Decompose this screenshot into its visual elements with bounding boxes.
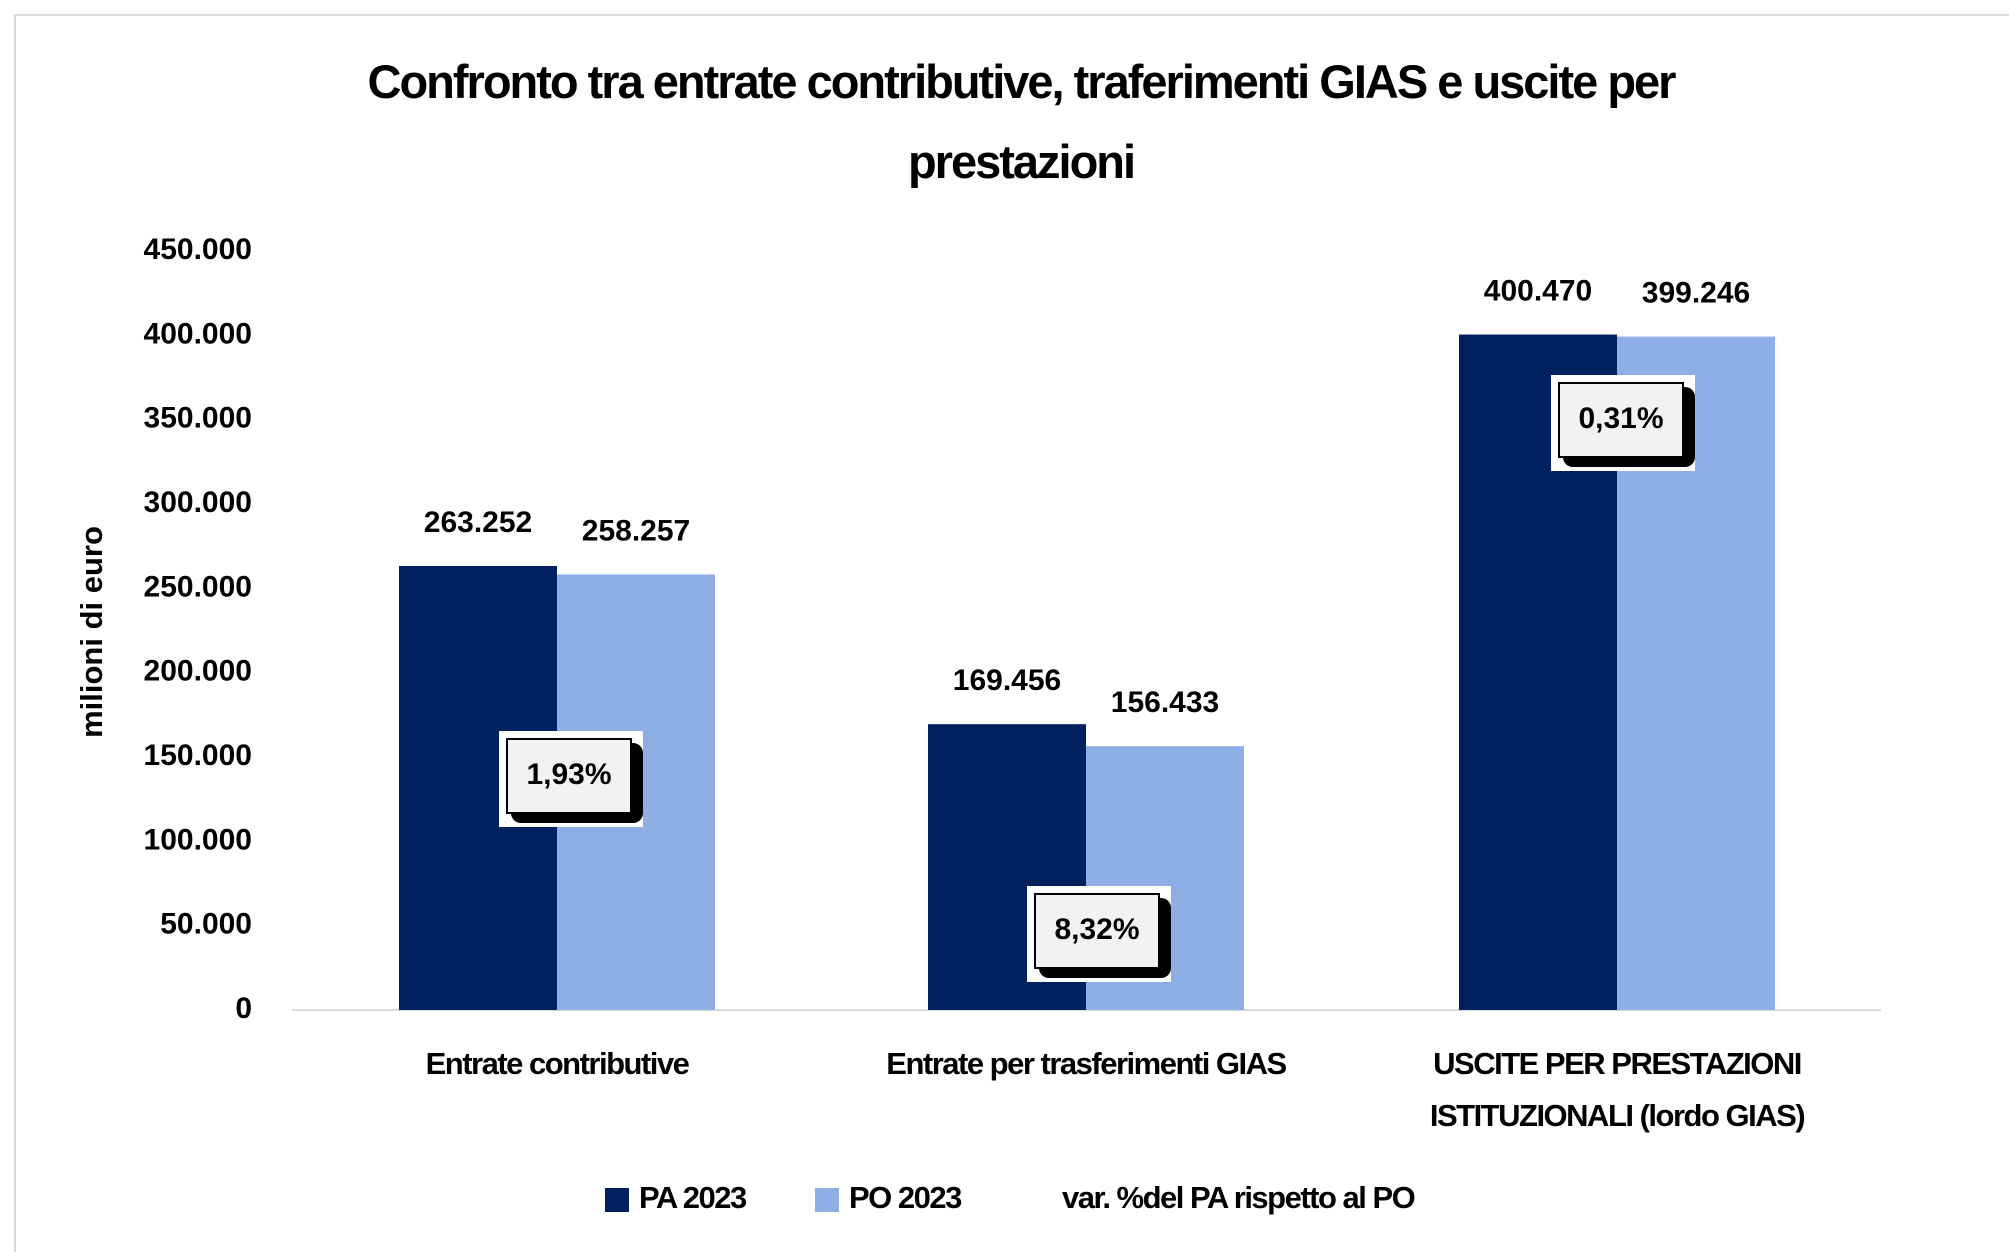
data-label: 169.456 xyxy=(953,664,1061,697)
legend-label: PO 2023 xyxy=(849,1180,962,1215)
y-axis-label: milioni di euro xyxy=(74,526,109,738)
legend-label: PA 2023 xyxy=(639,1180,747,1215)
annotation-box: 1,93% xyxy=(499,731,643,827)
y-tick-label: 300.000 xyxy=(144,486,252,519)
annotation-box: 8,32% xyxy=(1027,886,1171,982)
annotation-label: 8,32% xyxy=(1054,913,1139,946)
annotation-label: 1,93% xyxy=(526,758,611,791)
data-label: 263.252 xyxy=(424,506,532,539)
data-label: 258.257 xyxy=(582,514,690,547)
x-tick-label: Entrate contributive xyxy=(425,1046,690,1081)
data-label: 156.433 xyxy=(1111,686,1219,719)
legend-swatch xyxy=(605,1188,629,1212)
x-tick-label: USCITE PER PRESTAZIONI ISTITUZIONALI (lo… xyxy=(1429,1046,1806,1133)
y-tick-label: 100.000 xyxy=(144,823,252,856)
chart-border xyxy=(14,14,2009,1252)
y-tick-label: 0 xyxy=(235,992,252,1025)
y-tick-label: 200.000 xyxy=(144,655,252,688)
legend-label: var. %del PA rispetto al PO xyxy=(1062,1180,1415,1215)
y-tick-label: 250.000 xyxy=(144,570,252,603)
data-label: 399.246 xyxy=(1642,277,1750,310)
annotation-face xyxy=(1558,382,1684,458)
y-tick-label: 450.000 xyxy=(144,233,252,266)
y-tick-label: 400.000 xyxy=(144,317,252,350)
annotation-face xyxy=(1034,893,1160,969)
chart-title: Confronto tra entrate contributive, traf… xyxy=(368,55,1677,188)
y-tick-label: 150.000 xyxy=(144,739,252,772)
annotation-face xyxy=(506,738,632,814)
annotation-label: 0,31% xyxy=(1578,402,1663,435)
y-tick-label: 50.000 xyxy=(160,908,252,941)
annotation-box: 0,31% xyxy=(1551,375,1695,471)
y-tick-label: 350.000 xyxy=(144,402,252,435)
data-label: 400.470 xyxy=(1484,274,1592,307)
x-tick-label: Entrate per trasferimenti GIAS xyxy=(886,1046,1287,1081)
legend-swatch xyxy=(815,1188,839,1212)
